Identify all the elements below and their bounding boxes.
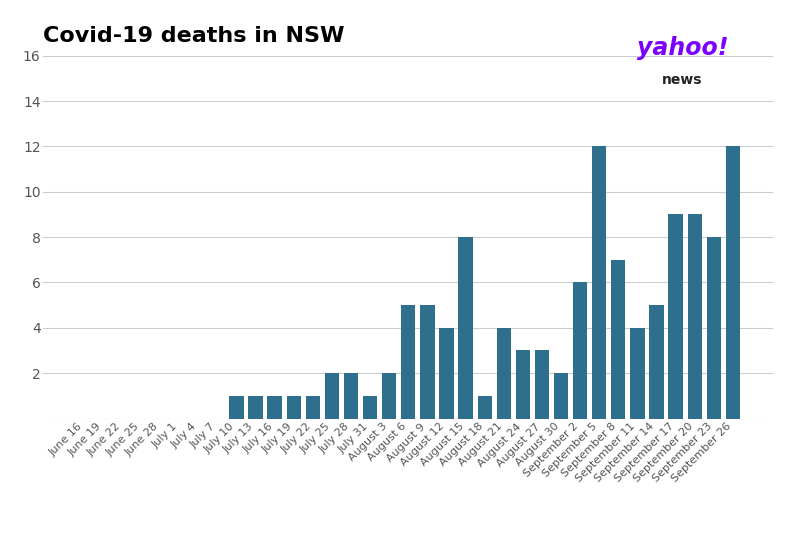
Text: yahoo!: yahoo! bbox=[637, 36, 728, 60]
Text: Covid-19 deaths in NSW: Covid-19 deaths in NSW bbox=[43, 26, 345, 46]
Bar bbox=[249, 396, 263, 418]
Bar bbox=[267, 396, 282, 418]
Text: news: news bbox=[662, 73, 703, 86]
Bar bbox=[649, 305, 664, 418]
Bar bbox=[439, 328, 454, 418]
Bar bbox=[458, 237, 473, 418]
Bar bbox=[516, 350, 530, 418]
Bar bbox=[554, 373, 568, 418]
Bar bbox=[363, 396, 377, 418]
Bar bbox=[401, 305, 416, 418]
Bar bbox=[305, 396, 320, 418]
Bar bbox=[707, 237, 721, 418]
Bar bbox=[726, 147, 740, 418]
Bar bbox=[382, 373, 396, 418]
Bar bbox=[592, 147, 607, 418]
Bar bbox=[630, 328, 645, 418]
Bar bbox=[286, 396, 301, 418]
Bar bbox=[611, 260, 626, 418]
Bar bbox=[230, 396, 244, 418]
Bar bbox=[668, 214, 682, 418]
Bar bbox=[496, 328, 511, 418]
Bar bbox=[573, 282, 587, 418]
Bar bbox=[535, 350, 549, 418]
Bar bbox=[687, 214, 702, 418]
Bar bbox=[344, 373, 358, 418]
Bar bbox=[477, 396, 492, 418]
Bar bbox=[421, 305, 435, 418]
Bar bbox=[325, 373, 339, 418]
